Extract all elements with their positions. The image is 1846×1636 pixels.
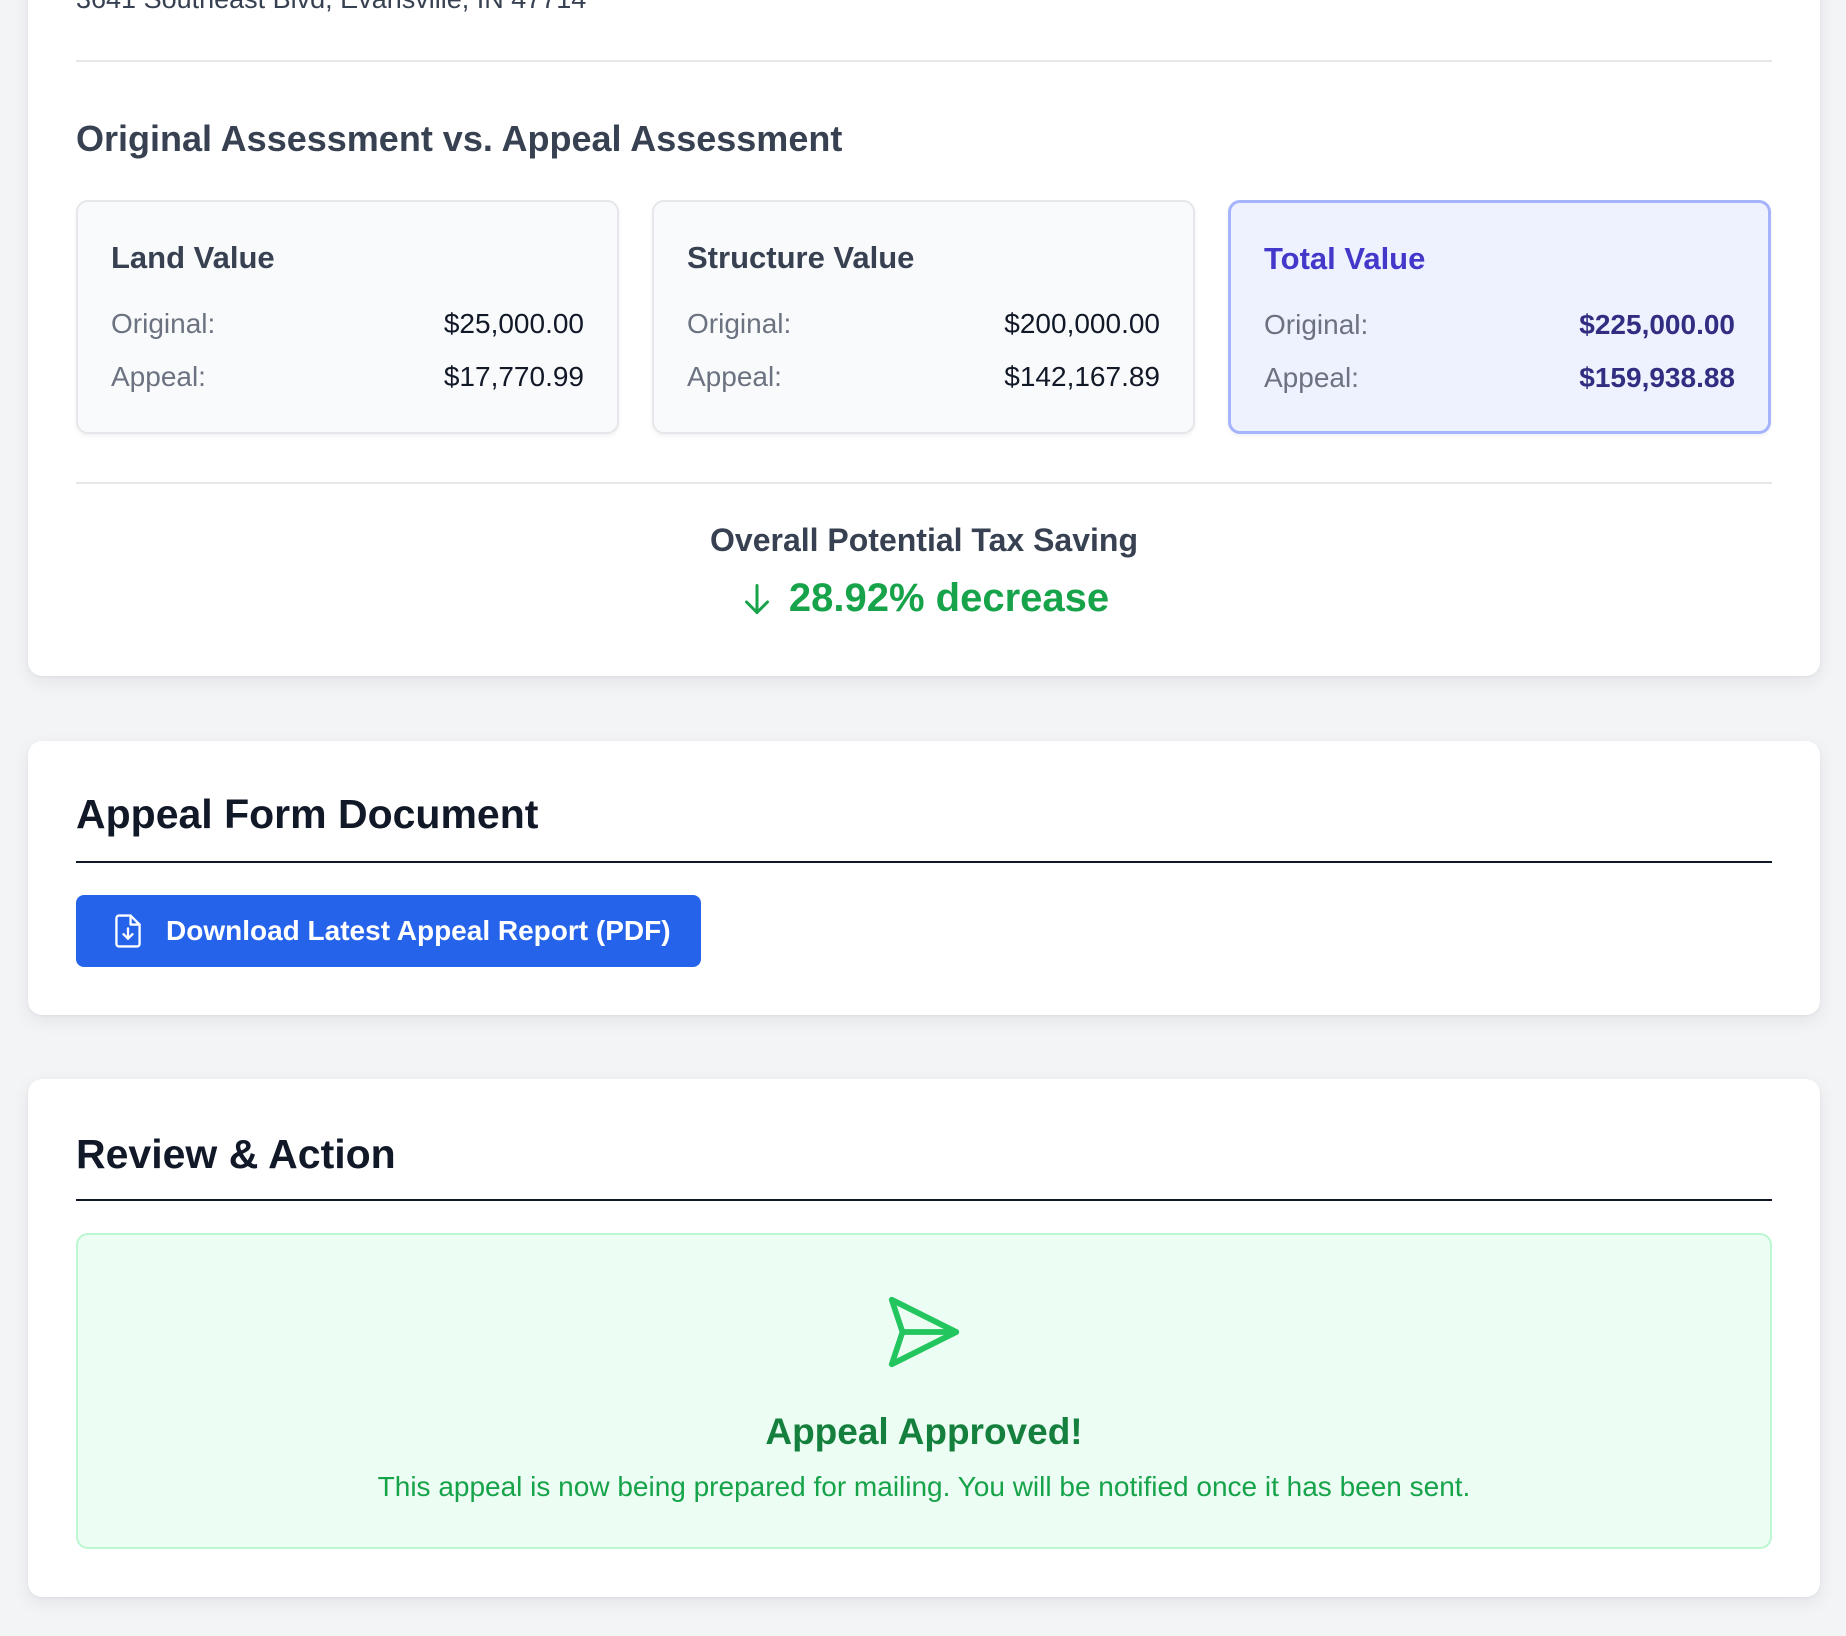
approval-status-message: This appeal is now being prepared for ma… [377,1471,1471,1502]
total-appeal-label: Appeal: [1264,362,1359,393]
total-original-label: Original: [1264,309,1369,340]
review-action-card: Review & Action Appeal Approved! This ap… [28,1079,1820,1597]
divider [76,861,1772,863]
download-report-button[interactable]: Download Latest Appeal Report (PDF) [76,895,701,967]
send-icon [888,1296,960,1368]
land-value-title: Land Value [111,240,275,275]
divider [76,1199,1772,1201]
assessment-card: 3641 Southeast Blvd, Evansville, IN 4771… [28,0,1820,676]
download-report-label: Download Latest Appeal Report (PDF) [166,915,671,946]
land-value-box: Land Value Original: $25,000.00 Appeal: … [76,200,619,434]
total-value-title: Total Value [1264,241,1426,276]
total-value-box: Total Value Original: $225,000.00 Appeal… [1228,200,1771,434]
appeal-document-card: Appeal Form Document Download Latest App… [28,741,1820,1015]
structure-value-box: Structure Value Original: $200,000.00 Ap… [652,200,1195,434]
file-download-icon [115,914,141,948]
land-original-value: $25,000.00 [443,308,584,339]
land-appeal-value: $17,770.99 [443,361,584,392]
tax-saving-value-row: 28.92% decrease [28,576,1820,621]
structure-appeal-label: Appeal: [687,361,782,392]
appeal-document-title: Appeal Form Document [76,791,539,837]
total-appeal-value: $159,938.88 [1579,362,1735,393]
appeal-approved-panel: Appeal Approved! This appeal is now bein… [76,1233,1772,1549]
land-appeal-label: Appeal: [111,361,206,392]
divider [76,60,1772,62]
property-address: 3641 Southeast Blvd, Evansville, IN 4771… [76,0,586,15]
assessment-comparison-title: Original Assessment vs. Appeal Assessmen… [76,118,843,159]
tax-saving-title: Overall Potential Tax Saving [710,522,1138,558]
structure-appeal-value: $142,167.89 [1004,361,1160,392]
total-original-value: $225,000.00 [1579,309,1735,340]
structure-value-title: Structure Value [687,240,915,275]
tax-saving-value: 28.92% decrease [788,576,1110,620]
divider [76,482,1772,484]
review-action-title: Review & Action [76,1131,396,1177]
land-original-label: Original: [111,308,216,339]
structure-original-value: $200,000.00 [1004,308,1160,339]
approval-status-title: Appeal Approved! [765,1411,1083,1452]
structure-original-label: Original: [687,308,792,339]
arrow-down-icon [744,583,769,614]
